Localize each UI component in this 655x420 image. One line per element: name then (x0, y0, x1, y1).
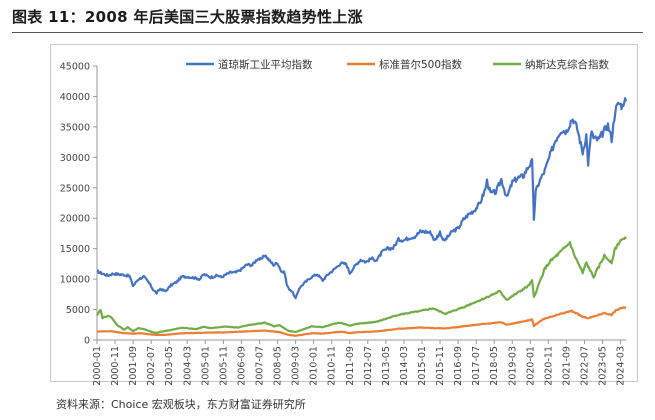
x-tick-label: 2013-05 (381, 346, 392, 386)
x-tick-label: 2017-07 (471, 346, 482, 386)
x-tick-label: 2004-03 (182, 346, 193, 386)
x-tick-label: 2024-03 (616, 346, 627, 386)
y-tick-label: 45000 (60, 62, 90, 73)
x-tick-label: 2010-11 (327, 346, 338, 386)
x-tick-label: 2022-07 (579, 346, 590, 386)
x-tick-label: 2020-11 (543, 346, 554, 386)
x-tick-label: 2015-11 (435, 346, 446, 386)
x-tick-label: 2000-11 (110, 346, 121, 386)
legend-label-2: 纳斯达克综合指数 (525, 58, 609, 71)
x-tick-label: 2023-05 (598, 346, 609, 386)
chart-title: 图表 11：2008 年后美国三大股票指数趋势性上涨 (12, 8, 363, 26)
series-line-1 (96, 306, 627, 337)
y-tick-label: 15000 (60, 244, 90, 255)
chart-axes: 0 5000 10000 15000 20000 25000 30000 35000 40000… (60, 62, 627, 386)
x-tick-label: 2015-01 (417, 346, 428, 386)
series-line-0 (96, 97, 628, 300)
chart-frame (50, 44, 638, 382)
x-tick-label: 2011-09 (345, 346, 356, 386)
x-tick-label: 2014-03 (399, 346, 410, 386)
y-tick-label: 5000 (66, 305, 90, 316)
x-tick-label: 2012-07 (363, 346, 374, 386)
x-tick-label: 2000-01 (92, 346, 103, 386)
y-tick-label: 30000 (60, 153, 90, 164)
title-divider (12, 32, 643, 33)
x-tick-label: 2021-09 (561, 346, 572, 386)
y-tick-label: 20000 (60, 214, 90, 225)
x-tick-label: 2001-09 (128, 346, 139, 386)
x-tick-label: 2019-03 (507, 346, 518, 386)
x-tick-label: 2005-11 (218, 346, 229, 386)
x-tick-label: 2018-05 (489, 346, 500, 386)
x-tick-label: 2002-07 (146, 346, 157, 386)
series-layer (96, 97, 628, 337)
x-tick-label: 2020-01 (525, 346, 536, 386)
x-tick-label: 2005-01 (200, 346, 211, 386)
x-tick-label: 2009-03 (291, 346, 302, 386)
y-tick-label: 35000 (60, 122, 90, 133)
y-tick-label: 10000 (60, 275, 90, 286)
legend-label-0: 道琼斯工业平均指数 (218, 58, 313, 71)
x-tick-label: 2003-05 (164, 346, 175, 386)
y-tick-label: 25000 (60, 183, 90, 194)
x-tick-label: 2006-09 (236, 346, 247, 386)
chart-legend: 道琼斯工业平均指数 标准普尔500指数 纳斯达克综合指数 (186, 58, 609, 71)
legend-label-1: 标准普尔500指数 (379, 58, 463, 71)
y-tick-label: 0 (84, 336, 90, 347)
source-note: 资料来源：Choice 宏观板块，东方财富证券研究所 (56, 398, 306, 411)
series-line-2 (96, 236, 627, 335)
y-tick-label: 40000 (60, 92, 90, 103)
x-tick-label: 2016-09 (453, 346, 464, 386)
x-tick-label: 2010-01 (309, 346, 320, 386)
x-tick-label: 2008-05 (273, 346, 284, 386)
x-tick-label: 2007-07 (254, 346, 265, 386)
